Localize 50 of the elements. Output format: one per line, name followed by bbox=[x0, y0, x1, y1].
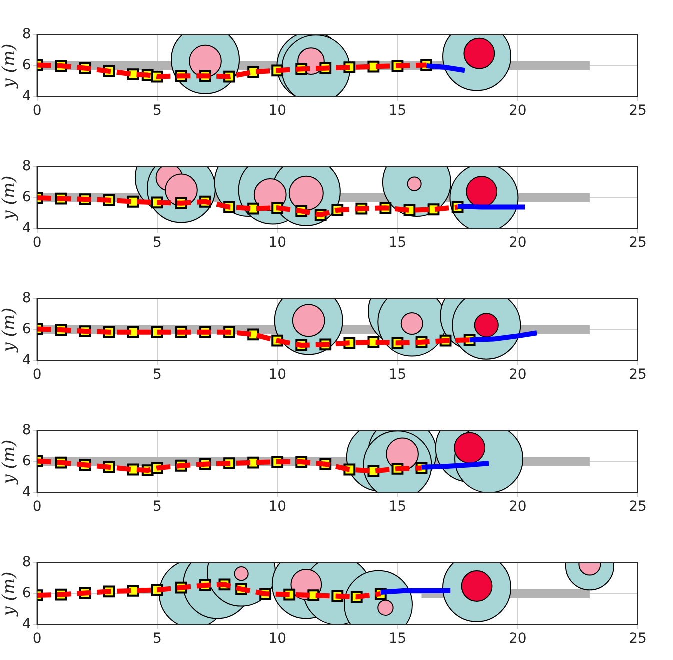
y-axis-title: y (m) bbox=[0, 572, 20, 618]
y-tick-label: 6 bbox=[22, 190, 32, 206]
y-tick-label: 8 bbox=[22, 554, 32, 571]
y-axis-title: y (m) bbox=[0, 440, 20, 486]
x-tick-label: 0 bbox=[32, 367, 42, 384]
x-tick-label: 25 bbox=[629, 631, 647, 648]
x-tick-label: 25 bbox=[629, 103, 647, 120]
x-tick-label: 20 bbox=[508, 499, 527, 516]
x-tick-label: 10 bbox=[268, 631, 286, 648]
x-tick-label: 0 bbox=[32, 631, 42, 648]
y-tick-label: 8 bbox=[22, 422, 32, 439]
x-tick-label: 15 bbox=[388, 367, 407, 384]
x-tick-label: 10 bbox=[268, 103, 286, 120]
x-tick-label: 0 bbox=[32, 235, 42, 252]
x-tick-label: 0 bbox=[32, 499, 42, 516]
x-tick-label: 20 bbox=[508, 103, 527, 120]
y-tick-label: 4 bbox=[22, 88, 32, 105]
y-tick-label: 4 bbox=[22, 220, 32, 237]
y-axis-title: y (m) bbox=[0, 308, 20, 354]
x-tick-label: 20 bbox=[508, 631, 527, 648]
y-tick-label: 4 bbox=[22, 616, 32, 633]
x-tick-label: 25 bbox=[629, 499, 647, 516]
x-tick-label: 25 bbox=[629, 367, 647, 384]
x-tick-label: 15 bbox=[388, 235, 407, 252]
y-tick-label: 6 bbox=[22, 58, 32, 74]
y-tick-label: 8 bbox=[22, 158, 32, 175]
x-tick-label: 5 bbox=[152, 235, 162, 252]
x-tick-label: 15 bbox=[388, 631, 407, 648]
x-tick-label: 15 bbox=[388, 103, 407, 120]
x-tick-label: 5 bbox=[152, 367, 162, 384]
y-axis-title: y (m) bbox=[0, 44, 20, 90]
x-tick-label: 15 bbox=[388, 499, 407, 516]
y-tick-label: 6 bbox=[22, 322, 32, 338]
x-tick-label: 5 bbox=[152, 103, 162, 120]
y-axis-title: y (m) bbox=[0, 176, 20, 222]
x-tick-label: 20 bbox=[508, 367, 527, 384]
x-tick-label: 25 bbox=[629, 235, 647, 252]
x-tick-label: 5 bbox=[152, 499, 162, 516]
y-tick-label: 4 bbox=[22, 484, 32, 501]
x-tick-label: 5 bbox=[152, 631, 162, 648]
x-tick-label: 20 bbox=[508, 235, 527, 252]
y-tick-label: 8 bbox=[22, 26, 32, 43]
y-tick-label: 8 bbox=[22, 290, 32, 307]
y-tick-label: 4 bbox=[22, 352, 32, 369]
y-tick-label: 6 bbox=[22, 454, 32, 470]
x-tick-label: 10 bbox=[268, 367, 286, 384]
x-tick-label: 10 bbox=[268, 235, 286, 252]
y-tick-label: 6 bbox=[22, 586, 32, 602]
x-tick-label: 10 bbox=[268, 499, 286, 516]
x-tick-label: 0 bbox=[32, 103, 42, 120]
